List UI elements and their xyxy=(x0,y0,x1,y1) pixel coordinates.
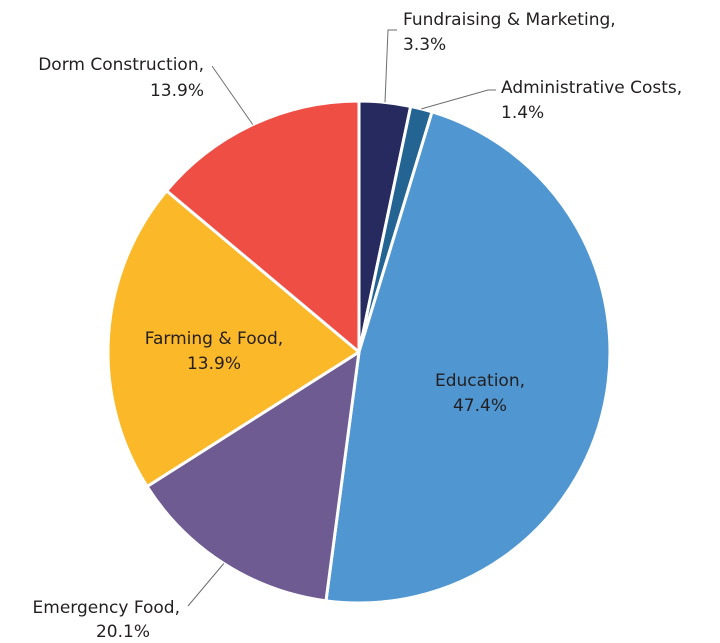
slice-label-emergency-food: Emergency Food, xyxy=(33,598,180,618)
slice-value-fundraising-marketing: 3.3% xyxy=(403,35,446,55)
pie-slices xyxy=(106,99,612,605)
leader-lines xyxy=(187,29,496,607)
slice-value-farming-food: 13.9% xyxy=(187,354,241,374)
slice-label-administrative-costs: Administrative Costs, xyxy=(501,78,682,98)
slice-emergency-food xyxy=(145,350,361,603)
slice-value-emergency-food: 20.1% xyxy=(96,622,150,642)
leader-line-dorm-construction xyxy=(211,65,254,125)
slice-education xyxy=(324,110,612,605)
slice-label-dorm-construction: Dorm Construction, xyxy=(38,55,204,75)
leader-line-fundraising-marketing xyxy=(384,29,397,103)
slice-label-farming-food: Farming & Food, xyxy=(145,329,283,349)
slice-value-administrative-costs: 1.4% xyxy=(501,103,544,123)
slice-dorm-construction xyxy=(165,99,361,354)
slice-label-education: Education, xyxy=(435,371,525,391)
leader-line-emergency-food xyxy=(187,563,225,607)
slice-value-dorm-construction: 13.9% xyxy=(150,81,204,101)
slice-farming-food xyxy=(106,189,361,488)
slice-label-fundraising-marketing: Fundraising & Marketing, xyxy=(403,10,616,30)
leader-line-administrative-costs xyxy=(421,89,496,110)
slice-value-education: 47.4% xyxy=(453,396,507,416)
